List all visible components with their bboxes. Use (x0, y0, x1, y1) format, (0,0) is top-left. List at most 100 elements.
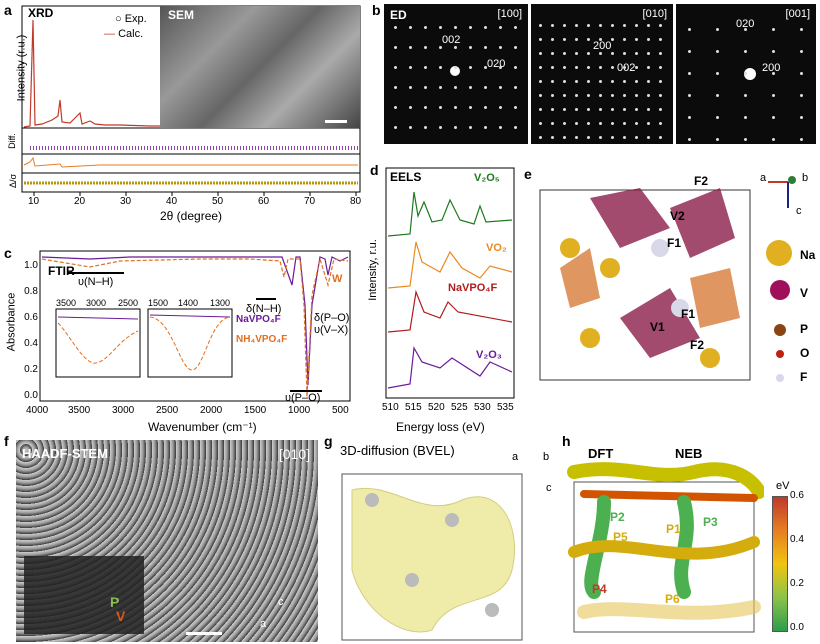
diffraction-spot (394, 126, 397, 129)
diffraction-spot (635, 66, 638, 69)
diffraction-spot (539, 24, 542, 27)
scale-bar (325, 120, 347, 123)
diffraction-spot (575, 122, 578, 125)
g-axis-c: c (546, 482, 552, 494)
axis-a: a (260, 618, 267, 630)
axis-c: c (278, 596, 284, 608)
panel-d-letter: d (370, 162, 379, 178)
diffraction-spot (611, 94, 614, 97)
panel-c-letter: c (4, 245, 12, 261)
diffraction-spot (563, 108, 566, 111)
diffraction-spot (587, 38, 590, 41)
diffraction-spot (551, 122, 554, 125)
xrd-xlabel: 2θ (degree) (160, 209, 223, 223)
diffraction-spot (599, 94, 602, 97)
panel-f-letter: f (4, 433, 9, 449)
diffraction-spot (772, 72, 775, 75)
legend-navpo4f: NaVPO₄F (236, 314, 281, 325)
diffraction-spot (623, 122, 626, 125)
diffraction-spot (599, 108, 602, 111)
eels-ylabel: Intensity, r.u. (366, 239, 379, 301)
sem-label: SEM (168, 8, 195, 22)
diffraction-spot (563, 122, 566, 125)
ftir-xlabel: Wavenumber (cm⁻¹) (148, 420, 257, 434)
element-legend: Na V P O F (762, 236, 820, 396)
path-p3: P3 (703, 515, 718, 529)
diffraction-spot (599, 122, 602, 125)
crystal-structure (539, 188, 751, 381)
diffraction-spot (484, 46, 487, 49)
diffraction-spot (499, 126, 502, 129)
diffraction-spot (587, 122, 590, 125)
diffraction-spot (424, 66, 427, 69)
diffraction-spot (688, 28, 691, 31)
path-p6: P6 (665, 592, 680, 606)
diffraction-spot (551, 52, 554, 55)
diffraction-spot (499, 26, 502, 29)
diffraction-spot (454, 86, 457, 89)
diffraction-spot (599, 66, 602, 69)
diffraction-spot (469, 86, 472, 89)
diffraction-spot (587, 108, 590, 111)
diffraction-spot (647, 80, 650, 83)
diffraction-spot (394, 26, 397, 29)
diffraction-spot (575, 136, 578, 139)
eels-title: EELS (390, 170, 422, 184)
diffraction-spot (551, 108, 554, 111)
diffraction-spot (611, 136, 614, 139)
diffraction-spot (575, 94, 578, 97)
diffraction-spot (539, 136, 542, 139)
eels-label-vo2: VO₂ (486, 242, 507, 254)
diffraction-spot (563, 38, 566, 41)
diffraction-spot (647, 24, 650, 27)
diffraction-spot (587, 52, 590, 55)
xrd-ylabel: Intensity (r.u.) (15, 34, 28, 102)
diffraction-spot (587, 94, 590, 97)
diffraction-spot (394, 66, 397, 69)
axes-icon-e (768, 176, 796, 208)
diffraction-spot (484, 26, 487, 29)
diffraction-spot (514, 46, 517, 49)
diffraction-spot (563, 52, 566, 55)
ftir-chart (39, 250, 351, 402)
ed-pattern-001: [001] 020 200 (676, 4, 816, 144)
diffraction-spot (484, 86, 487, 89)
eels-label-v2o3: V₂O₃ (476, 349, 502, 361)
diffraction-spot (499, 66, 502, 69)
diffraction-spot (647, 136, 650, 139)
diffraction-spot (623, 52, 626, 55)
diffraction-spot (800, 28, 803, 31)
diffraction-spot (551, 38, 554, 41)
diffraction-spot (439, 86, 442, 89)
diffraction-spot (439, 46, 442, 49)
diffraction-spot (484, 66, 487, 69)
haadf-title: HAADF-STEM (22, 446, 108, 461)
legend-calc: — Calc. (104, 28, 144, 40)
diffraction-spot (623, 80, 626, 83)
diffraction-spot (635, 108, 638, 111)
diffraction-spot (575, 108, 578, 111)
diffraction-spot (454, 126, 457, 129)
diffraction-spot (499, 46, 502, 49)
diffraction-spot (575, 80, 578, 83)
eels-chart (385, 167, 515, 399)
diffraction-spot (409, 126, 412, 129)
diffraction-spot (744, 28, 747, 31)
path-p2: P2 (610, 510, 625, 524)
diffraction-spot (716, 28, 719, 31)
xrd-label: XRD (28, 6, 54, 20)
diffraction-spot (514, 26, 517, 29)
sem-image: SEM (160, 6, 360, 128)
diffraction-spot (623, 24, 626, 27)
ann-po: υ(P–O) (285, 392, 321, 404)
diffraction-spot (563, 94, 566, 97)
spot-label: 020 (487, 58, 506, 70)
diffraction-spot (575, 24, 578, 27)
diffraction-spot (744, 116, 747, 119)
ann-vx: υ(V–X) (314, 324, 349, 336)
diffraction-spot (587, 24, 590, 27)
eels-xlabel: Energy loss (eV) (396, 420, 485, 434)
ann-w: W (332, 273, 343, 285)
diffraction-spot (635, 52, 638, 55)
diffraction-spot (514, 126, 517, 129)
